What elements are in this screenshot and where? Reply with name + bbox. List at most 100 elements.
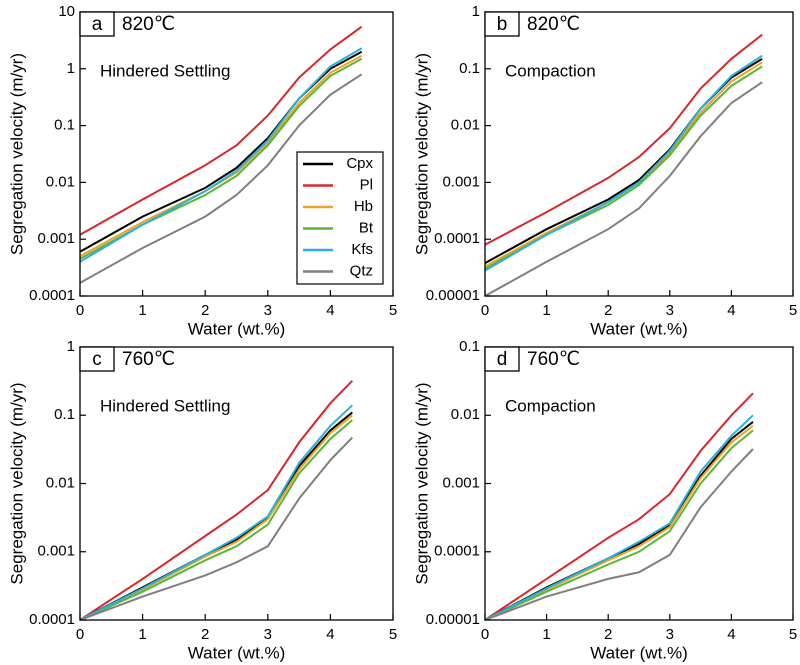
plot-frame xyxy=(79,11,394,297)
legend-label: Cpx xyxy=(346,155,373,172)
y-tick-label: 0.001 xyxy=(442,474,480,491)
series-line xyxy=(79,25,363,236)
series-line xyxy=(79,414,353,621)
y-tick-label: 0.001 xyxy=(442,173,480,190)
series-line xyxy=(484,33,763,246)
x-axis-label: Water (wt.%) xyxy=(590,643,688,662)
legend-box xyxy=(296,151,384,285)
panel-label-box xyxy=(79,346,115,372)
x-tick-label: 4 xyxy=(727,626,735,643)
y-tick-label: 10 xyxy=(58,3,75,20)
series-line xyxy=(484,425,754,621)
temperature: 820℃ xyxy=(122,14,175,35)
x-tick-label: 3 xyxy=(264,626,272,643)
series-line xyxy=(79,47,363,263)
y-tick-label: 0.001 xyxy=(37,230,75,247)
x-tick-label: 0 xyxy=(76,626,84,643)
series-line xyxy=(484,61,763,268)
y-tick-label: 0.00001 xyxy=(426,287,480,304)
panel-label-box xyxy=(484,11,520,37)
y-tick-label: 0.01 xyxy=(46,173,75,190)
x-axis-label: Water (wt.%) xyxy=(188,643,286,662)
temperature: 760℃ xyxy=(527,349,580,370)
x-tick-label: 3 xyxy=(666,302,674,319)
panel: 0.00001 0.0001 0.001 0.01 0.1 1 0 1 2 3 4 5 b 820℃ Com… xyxy=(412,3,797,339)
y-tick-label: 0.1 xyxy=(459,60,480,77)
x-tick-label: 3 xyxy=(666,626,674,643)
x-tick-label: 3 xyxy=(264,302,272,319)
y-tick-label: 0.1 xyxy=(459,338,480,355)
x-axis-label: Water (wt.%) xyxy=(188,319,286,338)
annotation: Compaction xyxy=(505,396,596,415)
series-line xyxy=(79,50,363,253)
series-line xyxy=(79,54,363,258)
legend-label: Hb xyxy=(354,198,373,215)
panel: 0.0001 0.001 0.01 0.1 1 10 0 1 2 3 4 5 a 820℃ Hindered… xyxy=(7,3,397,339)
y-tick-label: 0.00001 xyxy=(426,611,480,628)
series-line xyxy=(484,81,763,297)
series-line xyxy=(79,411,353,621)
legend-label: Bt xyxy=(359,219,374,236)
annotation: Hindered Settling xyxy=(100,61,230,80)
series-line xyxy=(484,429,754,621)
x-axis-label: Water (wt.%) xyxy=(590,319,688,338)
series-line xyxy=(79,436,354,621)
y-tick-label: 0.0001 xyxy=(29,611,75,628)
temperature: 820℃ xyxy=(527,14,580,35)
x-tick-label: 0 xyxy=(481,302,489,319)
legend-label: Pl xyxy=(360,176,373,193)
panel-label: d xyxy=(497,349,508,370)
legend-label: Qtz xyxy=(350,262,373,279)
x-tick-label: 0 xyxy=(481,626,489,643)
panel: 0.0001 0.001 0.01 0.1 1 0 1 2 3 4 5 c 760℃ Hindered S… xyxy=(7,338,397,663)
series-line xyxy=(484,392,754,621)
series-line xyxy=(79,404,353,621)
x-tick-label: 2 xyxy=(201,626,209,643)
panel-label-box xyxy=(484,346,520,372)
legend-label: Kfs xyxy=(351,241,373,258)
panel: 0.00001 0.0001 0.001 0.01 0.1 0 1 2 3 4 5 d 760℃ Comp… xyxy=(412,338,797,663)
y-tick-label: 1 xyxy=(472,3,480,20)
x-tick-label: 5 xyxy=(789,626,797,643)
y-tick-label: 0.0001 xyxy=(434,230,480,247)
x-tick-label: 1 xyxy=(138,626,146,643)
annotation: Hindered Settling xyxy=(100,396,230,415)
x-tick-label: 5 xyxy=(789,302,797,319)
y-axis-label: Segregation velocity (m/yr) xyxy=(412,382,431,584)
series-line xyxy=(79,73,363,284)
x-tick-label: 1 xyxy=(542,302,550,319)
y-tick-label: 0.01 xyxy=(451,117,480,134)
panel-label: b xyxy=(497,14,508,35)
y-tick-label: 1 xyxy=(67,60,75,77)
annotation: Compaction xyxy=(505,61,596,80)
y-axis-label: Segregation velocity (m/yr) xyxy=(412,53,431,255)
y-tick-label: 0.0001 xyxy=(434,543,480,560)
series-line xyxy=(484,54,763,272)
temperature: 760℃ xyxy=(122,349,175,370)
y-tick-label: 1 xyxy=(67,338,75,355)
x-tick-label: 1 xyxy=(138,302,146,319)
x-tick-label: 4 xyxy=(326,626,334,643)
y-axis-label: Segregation velocity (m/yr) xyxy=(7,382,26,584)
series-line xyxy=(484,414,754,621)
y-tick-label: 0.001 xyxy=(37,543,75,560)
y-axis-label: Segregation velocity (m/yr) xyxy=(7,53,26,255)
y-tick-label: 0.0001 xyxy=(29,287,75,304)
x-tick-label: 2 xyxy=(604,626,612,643)
y-tick-label: 0.1 xyxy=(54,406,75,423)
x-tick-label: 1 xyxy=(542,626,550,643)
panel-label: a xyxy=(92,14,103,35)
x-tick-label: 5 xyxy=(389,626,397,643)
y-tick-label: 0.01 xyxy=(46,474,75,491)
x-tick-label: 2 xyxy=(201,302,209,319)
x-tick-label: 5 xyxy=(389,302,397,319)
plot-frame xyxy=(79,346,394,621)
x-tick-label: 4 xyxy=(727,302,735,319)
series-line xyxy=(484,57,763,264)
series-line xyxy=(484,448,754,621)
panel-label-box xyxy=(79,11,115,37)
y-tick-label: 0.1 xyxy=(54,117,75,134)
x-tick-label: 2 xyxy=(604,302,612,319)
plot-frame xyxy=(484,11,794,297)
plot-frame xyxy=(484,346,794,621)
